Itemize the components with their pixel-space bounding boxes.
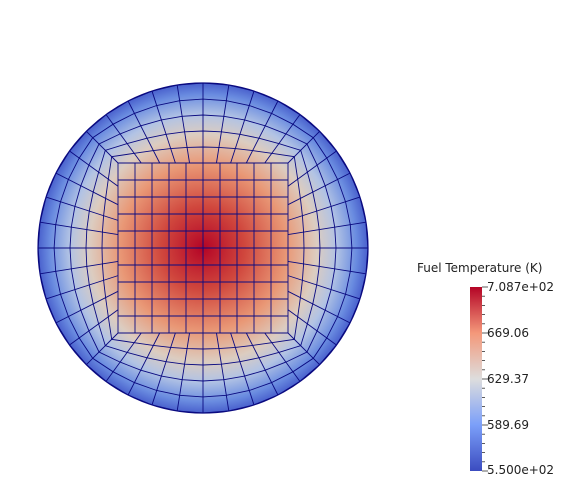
mesh-edge (287, 275, 361, 300)
mesh-edge (39, 221, 119, 235)
mesh-edge (287, 290, 351, 324)
mesh-edge (105, 114, 142, 164)
legend-tick-629: 629.37 (487, 372, 529, 386)
mesh-edge (86, 332, 119, 365)
mesh-edge (230, 90, 255, 164)
legend-tick-589: 589.69 (487, 418, 529, 432)
mesh-edge (86, 131, 119, 164)
mesh-edge (245, 332, 279, 396)
mesh-edge (151, 332, 176, 406)
mesh-edge (39, 261, 119, 275)
colorbar (470, 286, 488, 472)
mesh-edge (55, 290, 119, 324)
mesh-edge (216, 84, 230, 164)
legend-tick-669: 669.06 (487, 326, 529, 340)
mesh-edge (287, 309, 337, 346)
mesh-edge (127, 332, 161, 396)
mesh-edge (69, 150, 119, 187)
mesh-edge (45, 196, 119, 221)
mesh-edge (127, 100, 161, 164)
mesh-edge (287, 172, 351, 206)
colorbar-ticks (482, 286, 488, 472)
mesh-edge (216, 332, 230, 412)
mesh-edge (264, 332, 301, 382)
mesh-edge (245, 100, 279, 164)
mesh-edge (287, 332, 320, 365)
mesh-edge (287, 221, 367, 235)
pellet-outline (37, 82, 369, 414)
legend-min-label: 5.500e+02 (487, 463, 555, 477)
colorbar-gradient (470, 287, 482, 471)
mesh-edge (287, 131, 320, 164)
mesh-edge (287, 150, 337, 187)
mesh-edge (176, 332, 190, 412)
mesh-edge (69, 309, 119, 346)
mesh-edge (230, 332, 255, 406)
mesh-edge (287, 261, 367, 275)
mesh-edge (105, 332, 142, 382)
mesh-edge (176, 84, 190, 164)
mesh-edge (287, 196, 361, 221)
mesh-edge (264, 114, 301, 164)
mesh-edge (45, 275, 119, 300)
legend-max-label: 7.087e+02 (487, 280, 555, 294)
mesh-edge (55, 172, 119, 206)
legend-title: Fuel Temperature (K) (417, 261, 543, 275)
mesh-edge (151, 90, 176, 164)
